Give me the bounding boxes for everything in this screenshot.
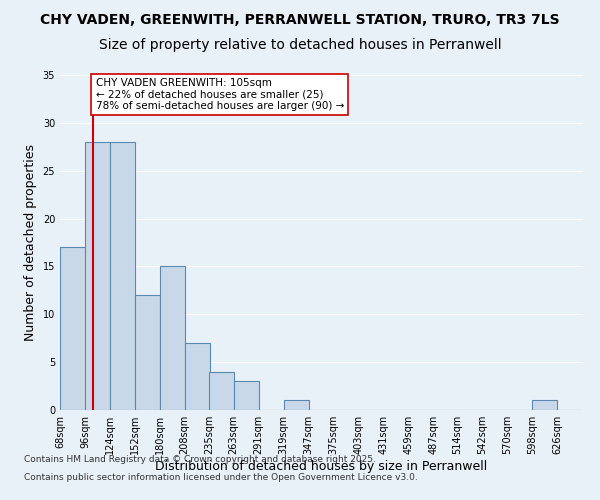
Text: Contains public sector information licensed under the Open Government Licence v3: Contains public sector information licen… (24, 472, 418, 482)
Text: CHY VADEN, GREENWITH, PERRANWELL STATION, TRURO, TR3 7LS: CHY VADEN, GREENWITH, PERRANWELL STATION… (40, 12, 560, 26)
Bar (185, 343, 209, 410)
Bar (209, 372, 234, 410)
Bar (532, 400, 557, 410)
Text: CHY VADEN GREENWITH: 105sqm
← 22% of detached houses are smaller (25)
78% of sem: CHY VADEN GREENWITH: 105sqm ← 22% of det… (95, 78, 344, 111)
Bar (110, 142, 135, 410)
Bar (85, 142, 110, 410)
Bar (135, 295, 160, 410)
Y-axis label: Number of detached properties: Number of detached properties (24, 144, 37, 341)
X-axis label: Distribution of detached houses by size in Perranwell: Distribution of detached houses by size … (155, 460, 487, 473)
Text: Size of property relative to detached houses in Perranwell: Size of property relative to detached ho… (98, 38, 502, 52)
Text: Contains HM Land Registry data © Crown copyright and database right 2025.: Contains HM Land Registry data © Crown c… (24, 455, 376, 464)
Bar (284, 400, 308, 410)
Bar (160, 266, 185, 410)
Bar (234, 382, 259, 410)
Bar (60, 248, 85, 410)
